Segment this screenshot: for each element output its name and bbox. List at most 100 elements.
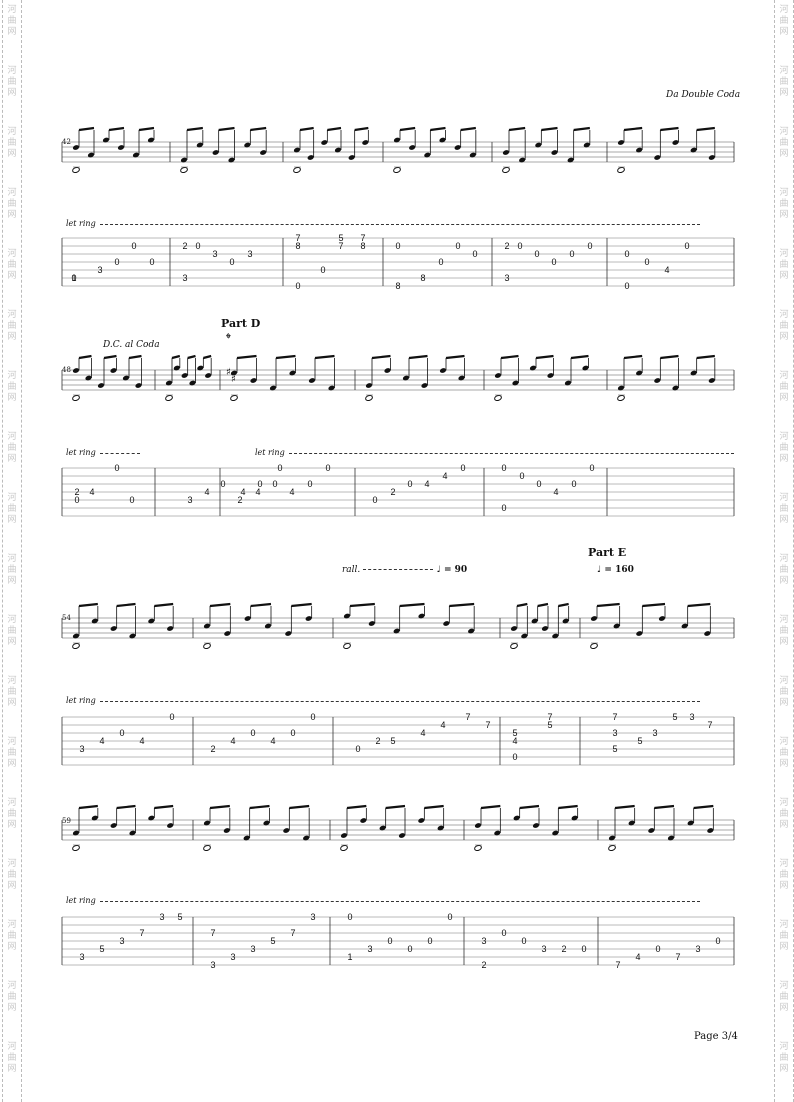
quarter-note-icon: ♩ (597, 565, 602, 575)
tab-fret-number: 5 (547, 720, 552, 730)
tab-fret-number: 0 (644, 257, 649, 267)
note-head (197, 365, 204, 371)
tab-fret-number: 0 (571, 479, 576, 489)
tab-fret-number: 0 (447, 912, 452, 922)
note-head (512, 380, 519, 386)
note-beam (291, 602, 312, 608)
tab-fret-number: 3 (97, 265, 102, 275)
measure-number-59: 59 (62, 817, 71, 825)
note-head (628, 820, 635, 826)
tab-fret-number: 3 (159, 912, 164, 922)
note-beam (519, 804, 540, 810)
note-head (590, 616, 598, 621)
note-head (708, 378, 715, 383)
note-beam (116, 804, 136, 810)
watermark-glyph: 河曲网 (7, 66, 17, 98)
note-head (510, 626, 518, 631)
tab-fret-number: 0 (684, 241, 689, 251)
note-beam (186, 126, 203, 132)
note-head (269, 385, 277, 391)
tab-fret-number: 4 (139, 736, 144, 746)
note-head (224, 631, 231, 636)
tab-fret-number: 7 (615, 960, 620, 970)
note-head (289, 370, 296, 376)
part-e-label: Part E (588, 546, 627, 559)
note-beam (558, 602, 569, 608)
note-beam (570, 354, 589, 360)
note-head (181, 373, 188, 378)
watermark-glyph: 河曲网 (7, 249, 17, 281)
tab-fret-number: 5 (99, 944, 104, 954)
watermark-glyph: 河曲网 (779, 188, 789, 220)
tab-fret-number: 7 (707, 720, 712, 730)
tempo-rall: rall. ♩ = 90 (342, 565, 467, 575)
tab-fret-number: 3 (652, 728, 657, 738)
note-head (97, 383, 105, 388)
note-head (285, 631, 292, 636)
bass-half-note (72, 394, 80, 402)
note-head (469, 152, 476, 158)
tab-fret-number: 3 (504, 273, 509, 283)
note-beam (693, 804, 714, 810)
tab-fret-number: 3 (210, 960, 215, 970)
tab-fret-number: 3 (230, 952, 235, 962)
watermark-glyph: 河曲网 (7, 920, 17, 952)
page-number: Page 3/4 (694, 1031, 738, 1042)
tab-fret-number: 4 (289, 487, 294, 497)
note-beam (299, 126, 314, 132)
note-beam (250, 602, 272, 608)
tab-fret-number: 5 (637, 736, 642, 746)
tab-fret-number: 0 (114, 463, 119, 473)
tab-fret-number: 0 (519, 471, 524, 481)
note-head (617, 140, 625, 145)
watermark-glyph: 河曲网 (779, 676, 789, 708)
note-head (340, 833, 348, 838)
note-beam (642, 602, 666, 608)
note-head (648, 828, 655, 833)
note-head (348, 155, 355, 160)
note-beam (445, 354, 465, 360)
tab-fret-number: 7 (360, 233, 365, 243)
note-head (437, 825, 444, 831)
tab-fret-number: 8 (420, 273, 425, 283)
note-head (122, 375, 130, 381)
note-head (293, 147, 301, 153)
note-head (654, 155, 661, 160)
tab-fret-number: 2 (375, 736, 380, 746)
bass-half-note (340, 844, 348, 852)
tab-fret-number: 3 (187, 495, 192, 505)
note-beam (354, 126, 369, 132)
bass-half-note (72, 642, 80, 650)
tab-fret-number: 8 (360, 241, 365, 251)
note-head (91, 815, 98, 821)
tab-fret-number: 0 (624, 249, 629, 259)
watermark-glyph: 河曲网 (7, 310, 17, 342)
tab-fret-number: 3 (79, 952, 84, 962)
note-head (173, 365, 180, 371)
note-head (263, 820, 270, 826)
watermark-glyph: 河曲网 (7, 554, 17, 586)
tab-fret-number: 4 (89, 487, 94, 497)
note-head (494, 830, 501, 836)
tab-fret-number: 3 (310, 912, 315, 922)
note-head (85, 375, 92, 381)
tab-fret-number: 0 (517, 241, 522, 251)
note-beam (696, 354, 715, 360)
tab-fret-number: 3 (212, 249, 217, 259)
note-head (72, 633, 80, 639)
note-head (707, 828, 714, 833)
note-head (334, 147, 342, 153)
tab-fret-number: 2 (390, 487, 395, 497)
tab-fret-number: 0 (277, 463, 282, 473)
watermark-glyph: 河曲网 (779, 66, 789, 98)
note-head (243, 835, 250, 841)
note-head (368, 621, 375, 626)
note-head (672, 385, 679, 391)
watermark-glyph: 河曲网 (779, 737, 789, 769)
tab-fret-number: 8 (295, 241, 300, 251)
tab-fret-number: 2 (182, 241, 187, 251)
watermark-glyph: 河曲网 (779, 493, 789, 525)
note-head (360, 818, 367, 823)
note-beam (660, 354, 679, 360)
tab-fret-number: 4 (230, 736, 235, 746)
